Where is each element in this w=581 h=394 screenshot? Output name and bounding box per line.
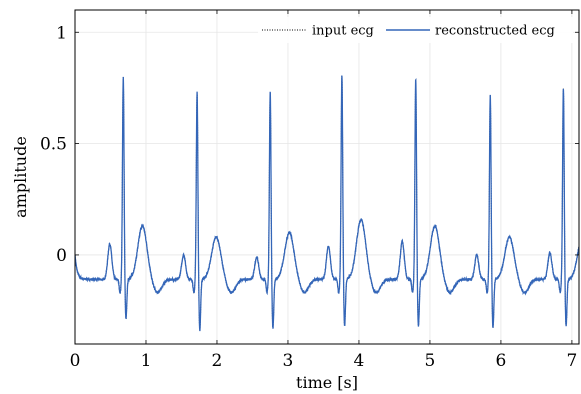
x-tick-label: 1 — [141, 351, 152, 371]
plot-frame — [74, 9, 580, 345]
axis-ticks — [74, 10, 579, 344]
x-tick-label: 3 — [283, 351, 294, 371]
legend-label-reconstructed-ecg: reconstructed ecg — [435, 24, 555, 39]
x-tick-label: 2 — [212, 351, 223, 371]
series-line-input-ecg — [75, 75, 579, 331]
y-tick-label: 0 — [56, 246, 67, 266]
y-tick-label: 1 — [56, 23, 67, 43]
x-tick-label: 7 — [566, 351, 577, 371]
grid — [74, 10, 579, 344]
x-axis-label: time [s] — [296, 373, 358, 392]
legend: input ecg reconstructed ecg — [258, 17, 573, 43]
x-tick-label: 4 — [354, 351, 365, 371]
legend-label-input-ecg: input ecg — [312, 24, 374, 39]
x-tick-label: 5 — [425, 351, 436, 371]
y-tick-label: 0.5 — [40, 135, 67, 155]
series-line-reconstructed-ecg — [75, 75, 579, 332]
y-axis-label: amplitude — [11, 136, 30, 218]
x-tick-label: 0 — [70, 351, 81, 371]
plot-area — [75, 75, 579, 332]
x-tick-label: 6 — [496, 351, 507, 371]
tick-labels: 0 1 2 3 4 5 6 7 0 0.5 1 — [40, 23, 577, 371]
